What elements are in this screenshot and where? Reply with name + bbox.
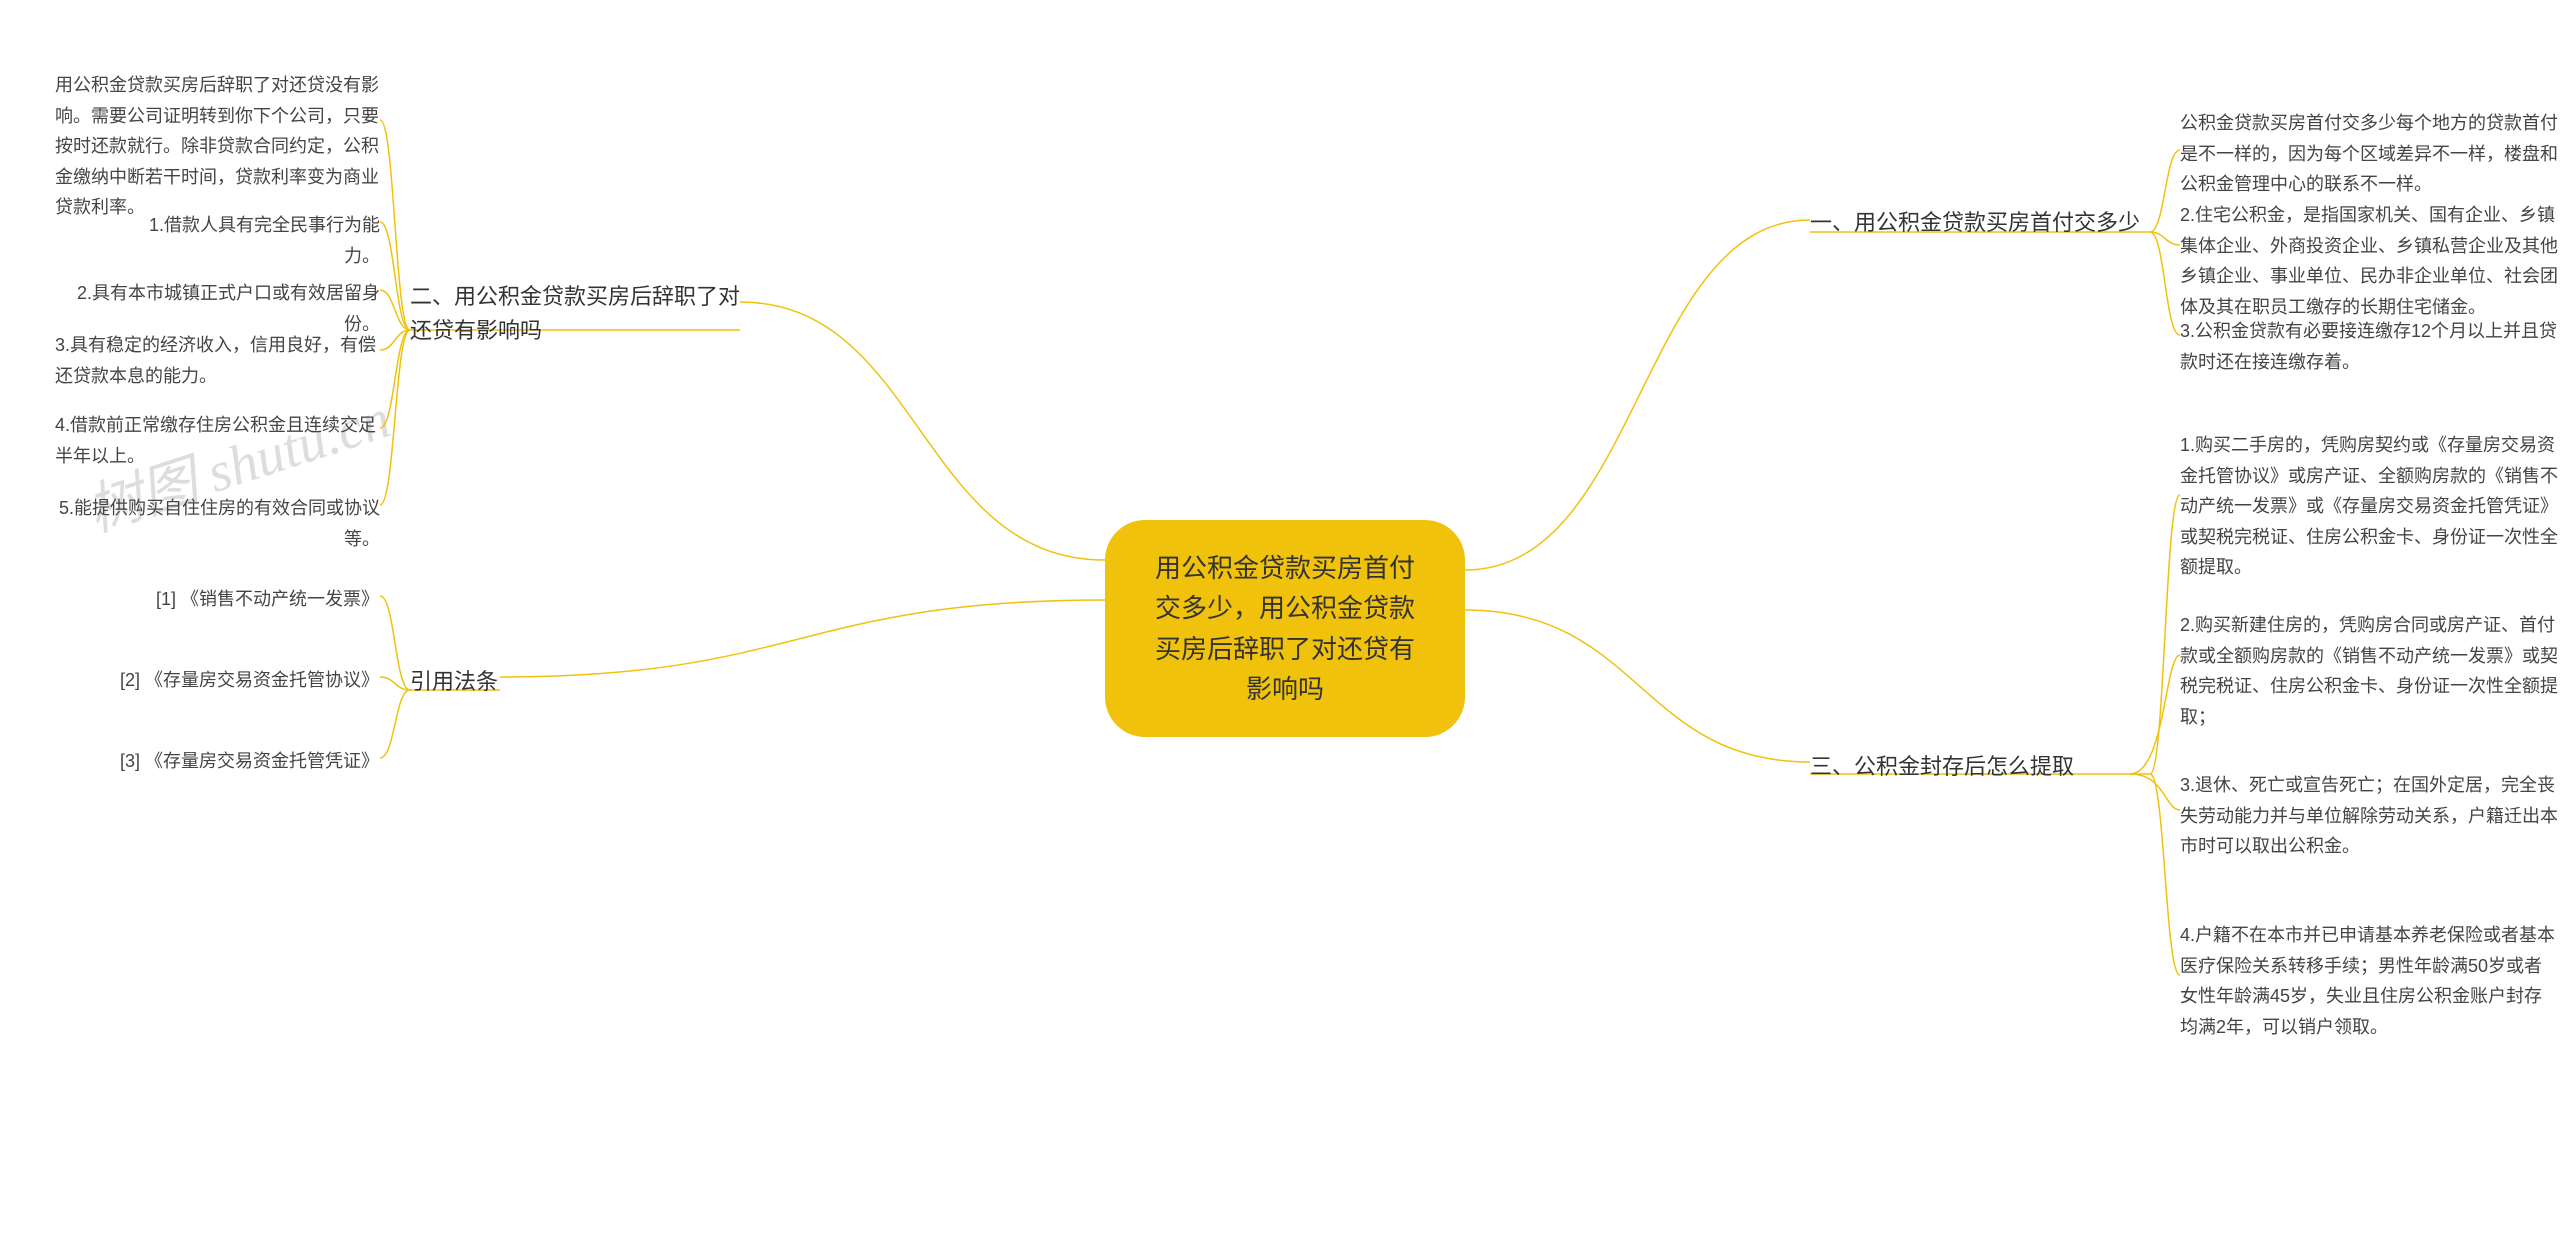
leaf-3-3: 3.具有稳定的经济收入，信用良好，有偿还贷款本息的能力。 [55, 330, 380, 391]
leaf-1-1: 2.住宅公积金，是指国家机关、国有企业、乡镇集体企业、外商投资企业、乡镇私营企业… [2180, 200, 2560, 322]
branch-2: 三、公积金封存后怎么提取 [1810, 750, 2074, 784]
leaf-4-1: [2] 《存量房交易资金托管协议》 [108, 665, 379, 696]
leaf-2-2: 3.退休、死亡或宣告死亡；在国外定居，完全丧失劳动能力并与单位解除劳动关系，户籍… [2180, 770, 2560, 862]
branch-3: 二、用公积金贷款买房后辞职了对还贷有影响吗 [410, 280, 740, 348]
leaf-3-1: 1.借款人具有完全民事行为能力。 [120, 210, 380, 271]
leaf-4-0: [1] 《销售不动产统一发票》 [141, 584, 379, 615]
leaf-2-3: 4.户籍不在本市并已申请基本养老保险或者基本医疗保险关系转移手续；男性年龄满50… [2180, 920, 2560, 1042]
leaf-1-2: 3.公积金贷款有必要接连缴存12个月以上并且贷款时还在接连缴存着。 [2180, 316, 2560, 377]
leaf-2-1: 2.购买新建住房的，凭购房合同或房产证、首付款或全额购房款的《销售不动产统一发票… [2180, 610, 2560, 732]
branch-4: 引用法条 [410, 665, 498, 699]
leaf-1-0: 公积金贷款买房首付交多少每个地方的贷款首付是不一样的，因为每个区域差异不一样，楼… [2180, 108, 2560, 200]
leaf-4-2: [3] 《存量房交易资金托管凭证》 [108, 746, 379, 777]
center-topic: 用公积金贷款买房首付交多少，用公积金贷款买房后辞职了对还贷有影响吗 [1105, 520, 1465, 737]
leaf-3-5: 5.能提供购买自住住房的有效合同或协议等。 [55, 493, 380, 554]
leaf-2-0: 1.购买二手房的，凭购房契约或《存量房交易资金托管协议》或房产证、全额购房款的《… [2180, 430, 2560, 583]
leaf-3-4: 4.借款前正常缴存住房公积金且连续交足半年以上。 [55, 410, 380, 471]
branch-1: 一、用公积金贷款买房首付交多少 [1810, 206, 2140, 240]
leaf-3-0: 用公积金贷款买房后辞职了对还贷没有影响。需要公司证明转到你下个公司，只要按时还款… [55, 70, 380, 223]
